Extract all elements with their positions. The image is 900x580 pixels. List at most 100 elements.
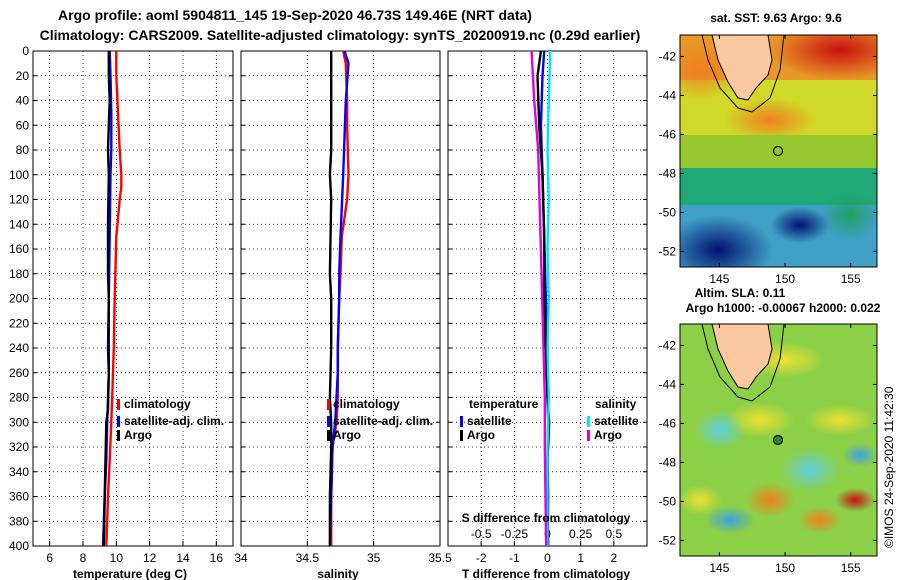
map-lat-label: -48 [659, 455, 677, 469]
sla-map [680, 324, 877, 556]
x-tick-label: 34.5 [296, 551, 320, 565]
legend-swatch-t-argo [460, 430, 463, 441]
map-lon-label: 150 [775, 561, 795, 575]
salinity-axis-label: salinity [317, 567, 359, 580]
map-lat-label: -44 [659, 88, 677, 102]
sst-deep-blue-patch [770, 207, 830, 243]
depth-tick-label: 360 [9, 490, 29, 504]
salinity-legend: climatology satellite-adj. clim. Argo [327, 397, 433, 442]
sla-yellow-patch [680, 485, 722, 515]
map-lat-label: -50 [659, 494, 677, 508]
depth-tick-label: 220 [9, 316, 29, 330]
temperature-legend: climatology satellite-adj. clim. Argo [117, 397, 224, 442]
map-lat-label: -42 [659, 338, 677, 352]
depth-tick-label: 40 [16, 94, 30, 108]
map-lon-label: 150 [775, 272, 795, 286]
x-tick-label: 12 [143, 551, 157, 565]
depth-tick-label: 280 [9, 391, 29, 405]
sla-map-frame [679, 323, 878, 557]
depth-tick-label: 240 [9, 341, 29, 355]
s-tick-label: -0.25 [501, 527, 529, 541]
sla-map-axes: 145 150 155 -42 -44 -46 -48 -50 -52 [659, 324, 877, 575]
legend-title-salinity: salinity [595, 397, 637, 411]
depth-tick-label: 260 [9, 366, 29, 380]
x-tick-label: 35 [367, 551, 381, 565]
legend-swatch-satellite [117, 416, 120, 427]
depth-tick-label: 80 [16, 143, 30, 157]
depth-tick-label: 200 [9, 292, 29, 306]
tasmania-land [711, 324, 773, 390]
legend-title-temperature: temperature [469, 397, 539, 411]
figure-title-line2: Climatology: CARS2009. Satellite-adjuste… [40, 27, 641, 43]
salinity-plot: 34 34.5 35 35.5 [234, 50, 452, 565]
sst-map [680, 35, 877, 267]
legend-swatch-climatology [327, 399, 330, 410]
sst-orange-patch [725, 98, 815, 142]
x-tick-label: -1 [509, 551, 520, 565]
sst-shelf-contour [701, 35, 785, 113]
map-lat-label: -46 [659, 416, 677, 430]
legend-label-climatology: climatology [333, 397, 400, 411]
legend-label-s-satellite: satellite [594, 414, 639, 428]
legend-swatch-argo [327, 430, 330, 441]
s-tick-label: 0.25 [569, 527, 593, 541]
x-tick-label: 35.5 [428, 551, 452, 565]
salinity-panel-frame [240, 50, 441, 547]
legend-swatch-climatology [117, 399, 120, 410]
x-tick-label: 14 [176, 551, 190, 565]
sla-map-subtitle: Argo h1000: -0.00067 h2000: 0.022 [686, 301, 881, 315]
sst-map-frame [679, 34, 878, 268]
tasmania-land [711, 35, 773, 101]
x-tick-label: 34 [234, 551, 248, 565]
sla-map-title: Altim. SLA: 0.11 [695, 286, 786, 300]
t-difference-axis-label: T difference from climatology [462, 567, 630, 580]
x-tick-label: 8 [80, 551, 87, 565]
depth-tick-label: 400 [9, 539, 29, 553]
sla-blue-patch [705, 506, 755, 534]
legend-label-t-argo: Argo [467, 428, 495, 442]
sst-green-patch [820, 190, 877, 240]
sla-cyan-patch [780, 448, 840, 492]
map-lon-label: 145 [709, 272, 729, 286]
x-tick-label: 2 [610, 551, 617, 565]
depth-tick-label: 180 [9, 267, 29, 281]
map-lon-label: 145 [709, 561, 729, 575]
difference-legend: temperature satellite Argo salinity sate… [460, 397, 639, 442]
s-tick-label: -0.5 [471, 527, 492, 541]
sla-orange-patch [798, 506, 842, 534]
legend-label-argo: Argo [333, 428, 361, 442]
sla-red-patch [835, 488, 875, 512]
imos-timestamp: ©IMOS 24-Sep-2020 11:42:30 [882, 386, 896, 548]
x-tick-label: -2 [476, 551, 487, 565]
depth-tick-label: 120 [9, 193, 29, 207]
depth-tick-label: 0 [22, 44, 29, 58]
series-line-argo [102, 51, 111, 547]
depth-tick-label: 20 [16, 69, 30, 83]
depth-tick-label: 60 [16, 118, 30, 132]
map-lon-label: 155 [841, 561, 861, 575]
legend-swatch-satellite [327, 416, 330, 427]
sst-map-title: sat. SST: 9.63 Argo: 9.6 [710, 11, 842, 25]
legend-label-satellite: satellite-adj. clim. [124, 414, 224, 428]
depth-tick-label: 380 [9, 514, 29, 528]
series-line-argo [328, 51, 333, 546]
depth-tick-label: 320 [9, 440, 29, 454]
difference-plot: -2 -1 0 1 2-0.5 -0.25 0 0.25 0.5 [448, 50, 647, 565]
legend-label-s-argo: Argo [594, 428, 622, 442]
sla-yellow-patch [805, 404, 875, 436]
legend-swatch-t-satellite [460, 416, 463, 427]
series-line-satellite [546, 50, 552, 546]
x-tick-label: 1 [577, 551, 584, 565]
map-lat-label: -42 [659, 49, 677, 63]
series-line-climatology [105, 51, 123, 547]
sla-orange-patch [745, 482, 795, 518]
sla-cyan-patch [695, 410, 745, 450]
x-tick-label: 16 [210, 551, 224, 565]
x-tick-label: 6 [46, 551, 53, 565]
legend-label-climatology: climatology [124, 397, 191, 411]
depth-tick-label: 140 [9, 217, 29, 231]
float-position-marker [772, 145, 784, 157]
map-lat-label: -52 [659, 244, 677, 258]
depth-tick-label: 160 [9, 242, 29, 256]
